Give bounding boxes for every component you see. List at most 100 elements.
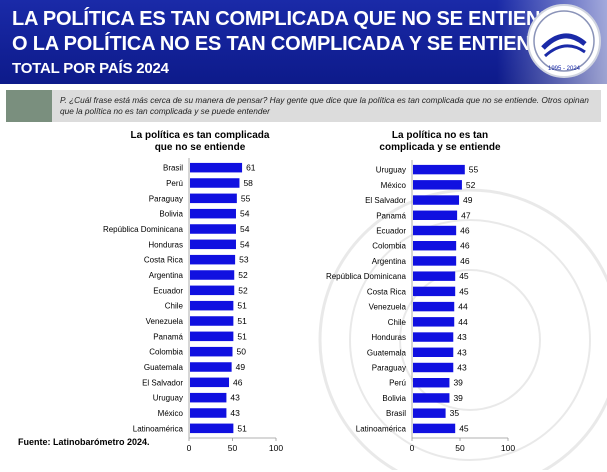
chart-1-bar: [413, 408, 446, 418]
chart-1-bar: [413, 210, 458, 220]
chart-0-value-label: 54: [240, 209, 250, 219]
chart-1-category-label: Uruguay: [376, 166, 406, 175]
chart-1-bar: [413, 180, 462, 190]
title-line-1: LA POLÍTICA ES TAN COMPLICADA QUE NO SE …: [12, 8, 568, 30]
chart-0-bar: [190, 331, 234, 342]
chart-0-category-label: República Dominicana: [103, 225, 184, 234]
chart-1-category-label: México: [381, 181, 407, 190]
chart-1-value-label: 39: [453, 393, 463, 403]
chart-1-value-label: 49: [463, 195, 473, 205]
chart-0-bar: [190, 346, 233, 357]
chart-0-category-label: Latinoamérica: [133, 424, 184, 433]
chart-1-bar: [413, 317, 455, 327]
chart-0-category-label: Guatemala: [144, 363, 184, 372]
left-chart-title-line-2: que no se entiende: [154, 142, 246, 153]
chart-1-category-label: República Dominicana: [326, 272, 407, 281]
title-line-3: TOTAL POR PAÍS 2024: [12, 60, 169, 77]
chart-0-value-label: 54: [240, 239, 250, 249]
chart-0-bar: [190, 423, 234, 434]
chart-0-category-label: Argentina: [149, 271, 184, 280]
right-chart-title-line-1: La política no es tan: [391, 130, 489, 141]
chart-0-category-label: El Salvador: [142, 378, 183, 387]
chart-1-x-tick-label: 100: [501, 443, 515, 453]
chart-1-category-label: Paraguay: [372, 364, 406, 373]
chart-0-category-label: Uruguay: [153, 394, 183, 403]
chart-1-category-label: Honduras: [371, 333, 406, 342]
chart-1-category-label: Brasil: [386, 409, 406, 418]
chart-1-x-tick-label: 0: [410, 443, 415, 453]
chart-0-value-label: 52: [238, 270, 248, 280]
chart-0-bar: [190, 377, 230, 388]
chart-0-x-tick-label: 0: [187, 443, 192, 453]
chart-1-bar: [413, 225, 457, 236]
chart-1-value-label: 45: [459, 286, 469, 296]
chart-0-category-label: Costa Rica: [144, 256, 184, 265]
chart-1-category-label: Colombia: [372, 242, 406, 251]
chart-0-value-label: 51: [237, 316, 247, 326]
chart-0-value-label: 54: [240, 224, 250, 234]
watermark-seal-icon: [318, 188, 607, 470]
chart-1-x-tick-label: 50: [455, 443, 465, 453]
chart-0-value-label: 50: [237, 347, 247, 357]
chart-1-bar: [413, 256, 457, 266]
chart-1-category-label: Costa Rica: [367, 287, 407, 296]
question-box: P. ¿Cuál frase está más cerca de su mane…: [6, 90, 601, 122]
chart-0-value-label: 51: [237, 423, 247, 433]
chart-0-value-label: 58: [243, 178, 253, 188]
chart-0-value-label: 52: [238, 285, 248, 295]
chart-0-category-label: Honduras: [148, 240, 183, 249]
chart-1-value-label: 39: [453, 378, 463, 388]
left-chart-title-line-1: La política es tan complicada: [130, 130, 270, 141]
chart-0-value-label: 51: [237, 331, 247, 341]
chart-0-bar: [190, 392, 227, 403]
chart-0-bar: [190, 362, 232, 372]
chart-1-value-label: 52: [466, 180, 476, 190]
chart-1-value-label: 46: [460, 241, 470, 251]
chart-1-category-label: Latinoamérica: [356, 424, 407, 433]
chart-0-category-label: Paraguay: [149, 194, 183, 203]
chart-1-bar: [413, 362, 454, 373]
chart-0-category-label: Ecuador: [153, 286, 183, 295]
chart-1-category-label: Chile: [388, 318, 407, 327]
chart-1-value-label: 35: [450, 408, 460, 418]
chart-1-bar: [413, 423, 456, 434]
chart-1-value-label: 43: [457, 363, 467, 373]
chart-1-value-label: 46: [460, 256, 470, 266]
chart-0-bar: [190, 162, 243, 173]
left-chart-title: La política es tan complicada que no se …: [100, 130, 300, 154]
chart-1-value-label: 47: [461, 210, 471, 220]
right-chart-title: La política no es tan complicada y se en…: [340, 130, 540, 154]
chart-0-category-label: Venezuela: [146, 317, 184, 326]
chart-1-bar: [413, 195, 460, 205]
chart-1-category-label: El Salvador: [365, 196, 406, 205]
chart-0-value-label: 46: [233, 377, 243, 387]
chart-1-value-label: 46: [460, 226, 470, 236]
chart-0-bar: [190, 300, 234, 311]
chart-0-value-label: 53: [239, 255, 249, 265]
chart-1-bar: [413, 286, 456, 297]
chart-1-bar: [413, 301, 455, 312]
chart-0-value-label: 43: [230, 408, 240, 418]
chart-0-bar: [190, 316, 234, 326]
chart-0-bar: [190, 408, 227, 418]
chart-1-bar: [413, 332, 454, 342]
header-banner: LA POLÍTICA ES TAN COMPLICADA QUE NO SE …: [0, 0, 607, 84]
chart-1-bar: [413, 271, 456, 281]
question-text: P. ¿Cuál frase está más cerca de su mane…: [60, 95, 589, 116]
chart-0-bar: [190, 224, 236, 234]
chart-1-value-label: 45: [459, 423, 469, 433]
chart-1-bar: [413, 164, 465, 175]
question-accent: [6, 90, 52, 122]
chart-0-category-label: Chile: [165, 302, 184, 311]
chart-0-bar: [190, 208, 236, 219]
chart-1-category-label: Ecuador: [376, 227, 406, 236]
chart-0-x-tick-label: 50: [228, 443, 238, 453]
chart-1-bar: [413, 378, 450, 388]
chart-0-bar: [190, 239, 236, 250]
chart-0-value-label: 43: [230, 393, 240, 403]
chart-0-value-label: 55: [241, 193, 251, 203]
source-note: Fuente: Latinobarómetro 2024.: [18, 437, 150, 447]
chart-0-bar: [190, 254, 236, 265]
chart-1-category-label: Guatemala: [367, 348, 407, 357]
